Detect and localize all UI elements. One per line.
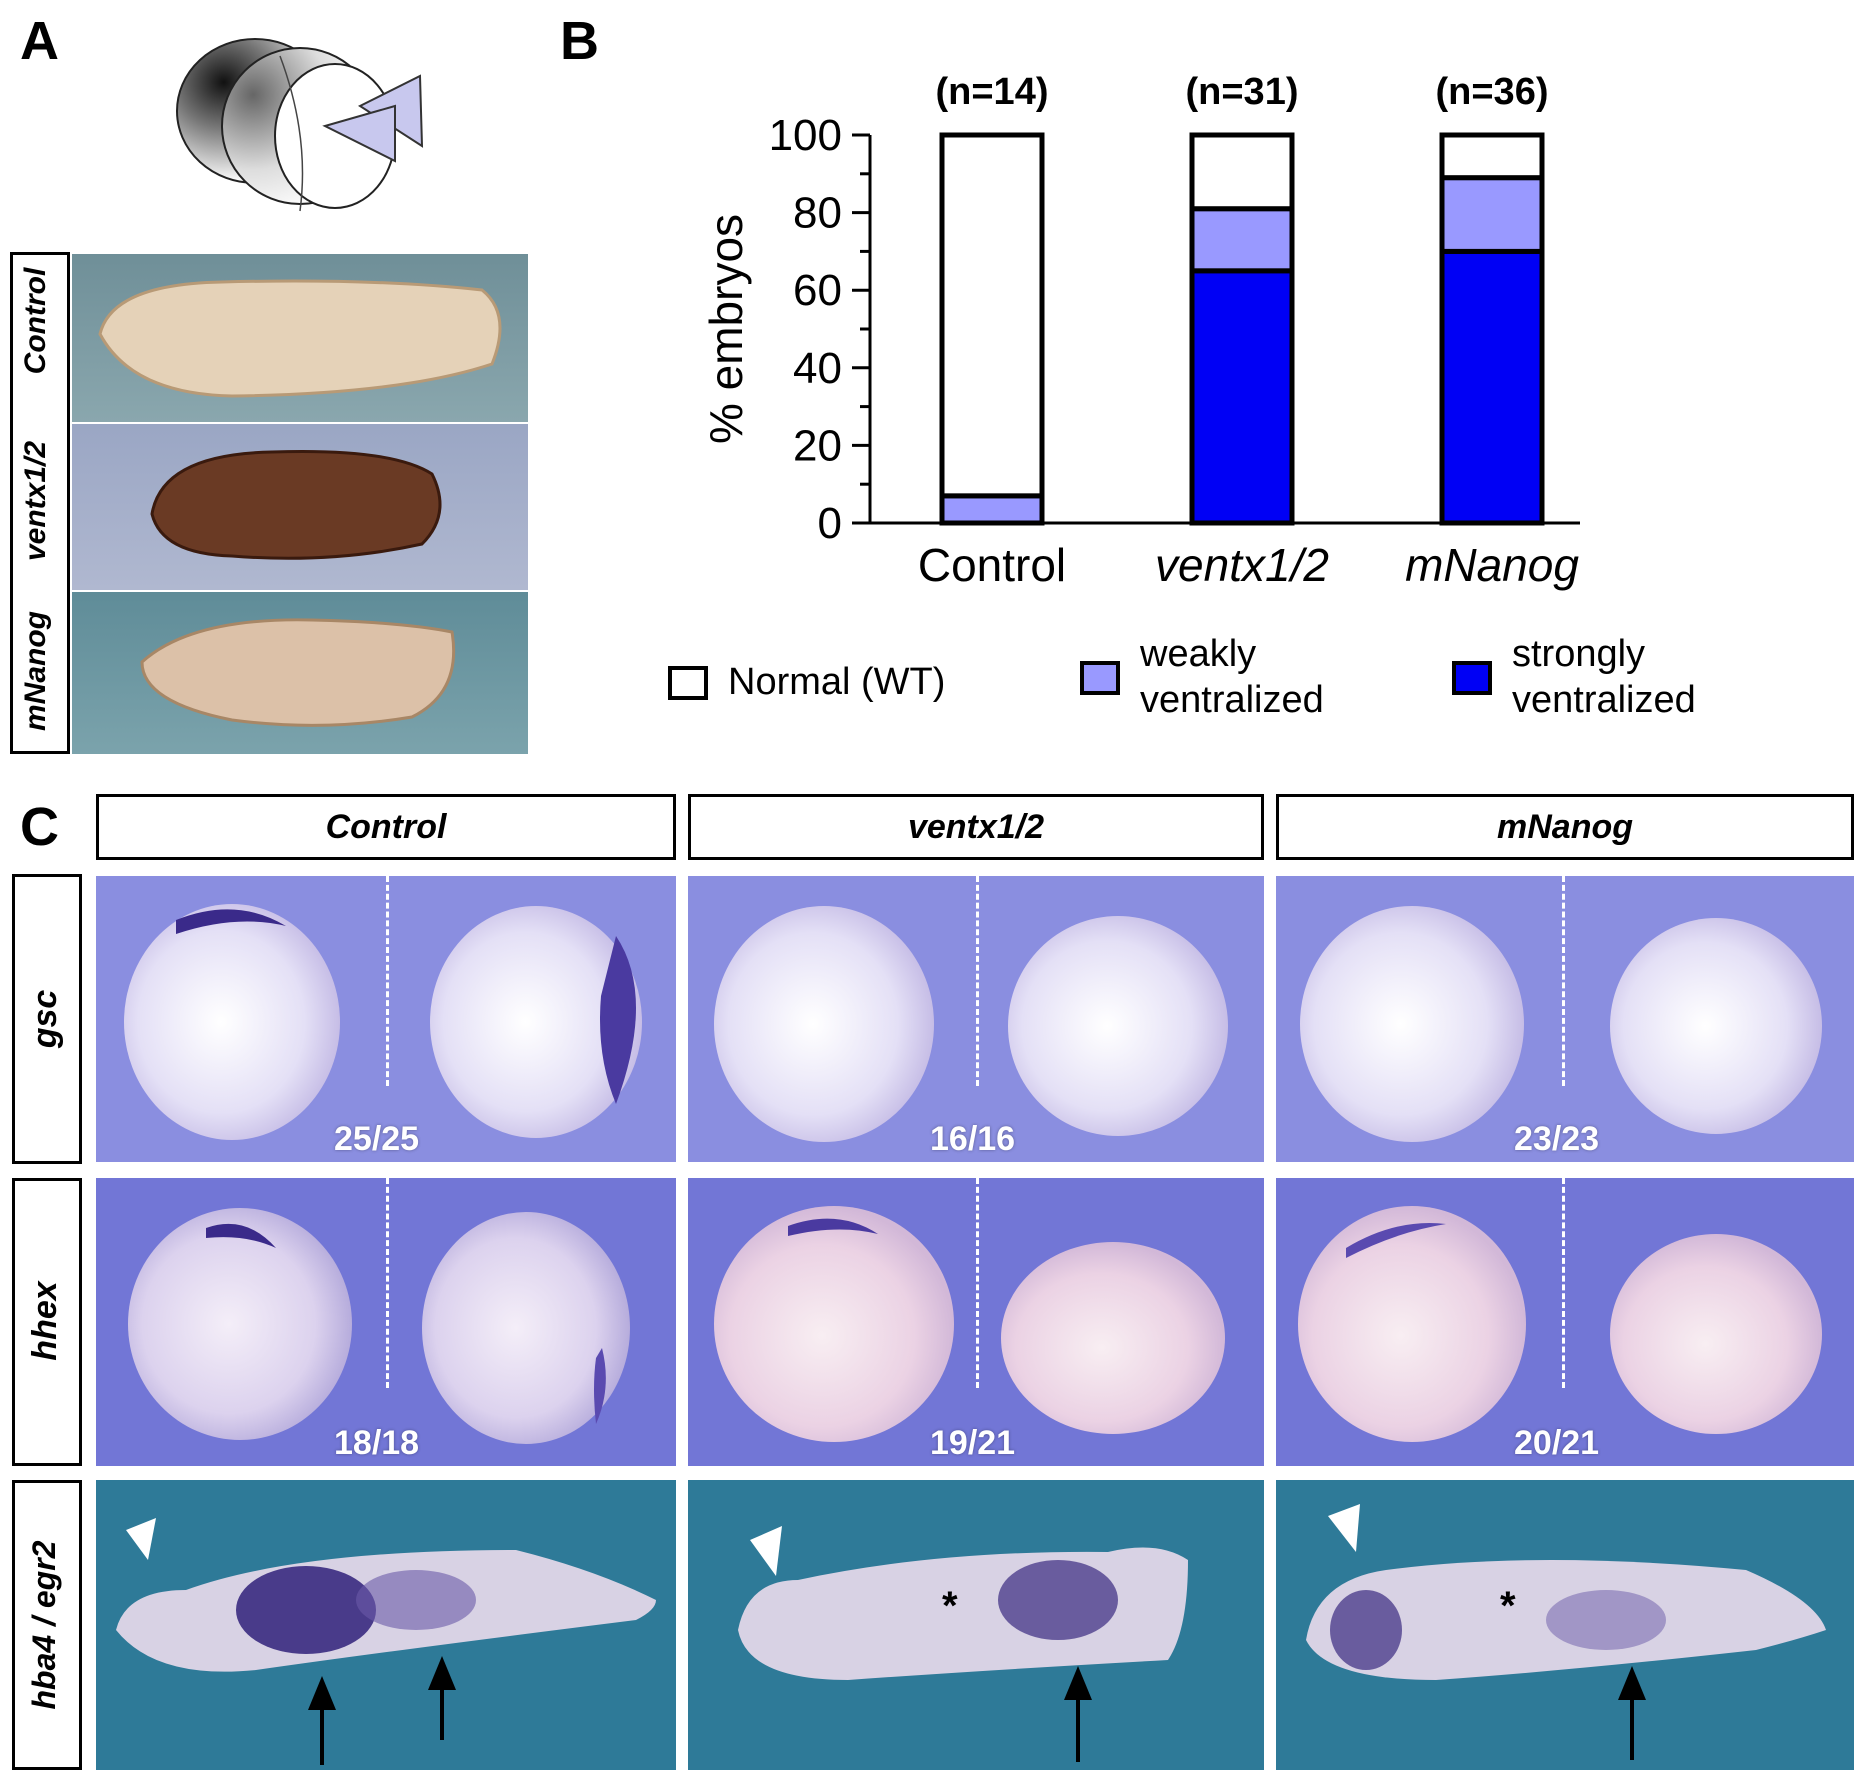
panel-a-photo-ventx [72, 424, 528, 590]
panel-c-row-label-box-gsc [12, 874, 82, 1164]
y-tick-label: 100 [769, 111, 842, 160]
legend-swatch-normal [668, 665, 708, 700]
embryo-injection-sketch [176, 38, 424, 212]
legend-label-normal: Normal (WT) [728, 661, 946, 703]
y-axis-title: % embryos [700, 214, 752, 444]
hba4-photo-ventx [688, 1480, 1264, 1770]
panel-c-row-label-box-hhex [12, 1178, 82, 1466]
panel-c-row-label-box-hba4 [12, 1480, 82, 1770]
panel-c-row-label-gsc: gsc [26, 989, 64, 1049]
panel-a-row-label-ventx: ventx1/2 [19, 440, 52, 562]
legend-item-normal: Normal (WT) [668, 660, 945, 706]
gsc-divider-mnanog [1562, 876, 1565, 1086]
gsc-count-control: 25/25 [334, 1120, 420, 1158]
gsc-count-ventx: 16/16 [930, 1120, 1016, 1158]
hhex-count-mnanog: 20/21 [1514, 1424, 1600, 1462]
hba4-asterisk-ventx: * [942, 1584, 958, 1628]
hba4-asterisk-mnanog: * [1500, 1584, 1516, 1628]
panel-letter-c: C [20, 797, 59, 857]
n-label: (n=36) [1436, 71, 1549, 113]
panel-a-photo-mnanog [72, 592, 528, 754]
panel-a-row-label-control: Control [19, 267, 52, 375]
gsc-divider-control [386, 876, 389, 1086]
bar-segment [1439, 248, 1545, 526]
panel-c-row-label-hhex: hhex [26, 1281, 64, 1361]
bar-segment [1439, 175, 1545, 254]
stacked-bar-chart: 0 20 40 60 80 100 % embryos Control (n=14) ventx1… [700, 71, 1580, 591]
hba4-photo-control [96, 1480, 676, 1770]
y-tick-label: 60 [793, 266, 842, 315]
x-tick-label: Control [918, 539, 1066, 591]
bar-segment [939, 493, 1045, 526]
x-tick-label: mNanog [1405, 539, 1579, 591]
bar-segment [1189, 268, 1295, 526]
x-tick-label: ventx1/2 [1155, 539, 1329, 591]
panel-a-label-column [10, 252, 70, 754]
panel-c-header-control: Control [96, 794, 676, 860]
n-label: (n=31) [1186, 71, 1299, 113]
legend-item-weak: weakly ventralized [1080, 632, 1324, 723]
hhex-divider-ventx [976, 1178, 979, 1388]
hhex-photo-mnanog [1276, 1178, 1854, 1466]
gsc-divider-ventx [976, 876, 979, 1086]
y-tick-label: 80 [793, 189, 842, 238]
bar-segment [1439, 132, 1545, 181]
legend-label-strong: strongly ventralized [1512, 633, 1696, 721]
legend-swatch-strong [1452, 660, 1492, 695]
panel-c-header-mnanog: mNanog [1276, 794, 1854, 860]
y-tick-label: 40 [793, 344, 842, 393]
panel-a-photo-control [72, 254, 528, 422]
gsc-count-mnanog: 23/23 [1514, 1120, 1600, 1158]
gsc-photo-mnanog [1276, 876, 1854, 1162]
panel-c-row-label-hba4: hba4 / egr2 [26, 1540, 62, 1710]
n-label: (n=14) [936, 71, 1049, 113]
legend-swatch-weak [1080, 660, 1120, 695]
y-tick-label: 20 [793, 421, 842, 470]
panel-letter-a: A [20, 11, 59, 71]
hhex-count-control: 18/18 [334, 1424, 420, 1462]
bar-segment [1189, 206, 1295, 274]
hhex-divider-mnanog [1562, 1178, 1565, 1388]
legend-label-weak: weakly ventralized [1140, 633, 1324, 721]
panel-letter-b: B [560, 11, 599, 71]
panel-a-row-label-mnanog: mNanog [19, 611, 52, 731]
panel-c-header-ventx: ventx1/2 [688, 794, 1264, 860]
bar-segment [939, 132, 1045, 499]
bar-segment [1189, 132, 1295, 212]
hhex-count-ventx: 19/21 [930, 1424, 1016, 1462]
y-tick-label: 0 [818, 499, 842, 548]
legend-item-strong: strongly ventralized [1452, 632, 1696, 723]
hhex-divider-control [386, 1178, 389, 1388]
hba4-photo-mnanog [1276, 1480, 1854, 1770]
